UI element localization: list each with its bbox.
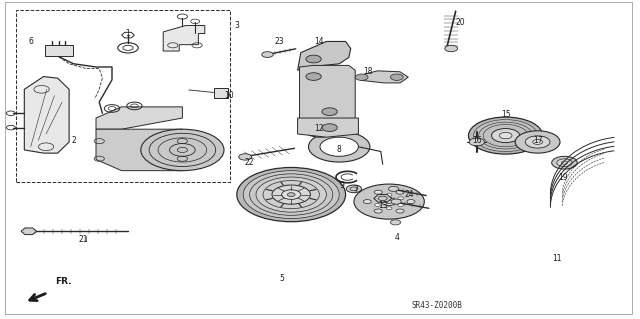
Text: 16: 16 <box>472 137 482 145</box>
Circle shape <box>272 185 310 204</box>
Circle shape <box>375 197 380 200</box>
Text: FR.: FR. <box>56 277 72 286</box>
Circle shape <box>304 121 336 137</box>
Text: 6: 6 <box>28 37 33 46</box>
Circle shape <box>499 132 512 139</box>
Text: 4: 4 <box>394 233 399 242</box>
Circle shape <box>391 199 401 204</box>
Polygon shape <box>298 41 351 70</box>
Text: 9: 9 <box>339 181 344 189</box>
Circle shape <box>525 136 550 148</box>
Circle shape <box>398 204 403 206</box>
Text: 13: 13 <box>378 201 388 210</box>
Circle shape <box>387 194 392 196</box>
Circle shape <box>396 190 404 194</box>
Circle shape <box>479 122 532 149</box>
Circle shape <box>483 124 528 147</box>
Circle shape <box>557 159 572 167</box>
Circle shape <box>308 131 370 162</box>
Circle shape <box>355 74 368 80</box>
Circle shape <box>398 197 403 200</box>
Circle shape <box>250 174 333 215</box>
Circle shape <box>374 209 382 213</box>
Circle shape <box>374 190 382 194</box>
Text: 1: 1 <box>125 29 131 38</box>
Circle shape <box>390 74 403 80</box>
Text: 17: 17 <box>532 137 543 145</box>
Circle shape <box>387 207 392 210</box>
Polygon shape <box>355 71 408 83</box>
Bar <box>214 88 228 98</box>
Circle shape <box>515 131 560 153</box>
Circle shape <box>262 52 273 57</box>
Circle shape <box>287 193 295 197</box>
Polygon shape <box>24 77 69 153</box>
Text: 19: 19 <box>558 173 568 182</box>
Circle shape <box>346 185 362 193</box>
Circle shape <box>552 156 577 169</box>
Circle shape <box>364 200 371 204</box>
Polygon shape <box>298 118 358 137</box>
Bar <box>16 10 230 182</box>
Circle shape <box>445 45 458 52</box>
Circle shape <box>239 154 252 160</box>
Circle shape <box>256 177 326 212</box>
Text: 8: 8 <box>337 145 342 154</box>
Polygon shape <box>21 228 36 234</box>
Circle shape <box>263 181 319 209</box>
Polygon shape <box>300 65 355 123</box>
Circle shape <box>474 120 538 152</box>
Text: 10: 10 <box>224 91 234 100</box>
Text: 24: 24 <box>404 190 415 199</box>
Circle shape <box>312 125 328 133</box>
Circle shape <box>469 138 484 146</box>
Circle shape <box>322 124 337 131</box>
Circle shape <box>237 167 346 222</box>
Polygon shape <box>96 107 182 129</box>
Text: 23: 23 <box>275 37 285 46</box>
Circle shape <box>306 73 321 80</box>
Circle shape <box>375 204 380 206</box>
Text: 2: 2 <box>71 136 76 145</box>
Text: 18: 18 <box>364 67 372 76</box>
Text: SR43-Z0200B: SR43-Z0200B <box>412 301 463 310</box>
Circle shape <box>354 184 424 219</box>
Text: 21: 21 <box>79 235 88 244</box>
Circle shape <box>396 209 404 213</box>
Circle shape <box>407 200 415 204</box>
Polygon shape <box>96 129 182 171</box>
Circle shape <box>381 198 397 205</box>
Circle shape <box>492 129 520 143</box>
Circle shape <box>390 220 401 225</box>
Polygon shape <box>163 26 205 51</box>
Circle shape <box>388 186 399 191</box>
Text: 14: 14 <box>314 37 324 46</box>
Circle shape <box>243 171 339 219</box>
Polygon shape <box>374 195 392 202</box>
Text: 22: 22 <box>245 158 254 167</box>
Text: 15: 15 <box>500 110 511 119</box>
Circle shape <box>306 55 321 63</box>
Circle shape <box>141 129 224 171</box>
Text: 5: 5 <box>279 274 284 283</box>
Text: 11: 11 <box>552 254 561 263</box>
Circle shape <box>320 137 358 156</box>
Text: 3: 3 <box>234 21 239 30</box>
Circle shape <box>282 190 301 199</box>
Bar <box>45 45 73 56</box>
Text: 7: 7 <box>353 185 358 194</box>
Circle shape <box>322 108 337 115</box>
Circle shape <box>468 117 543 154</box>
Text: 20: 20 <box>456 18 466 27</box>
Text: 12: 12 <box>314 124 323 133</box>
Circle shape <box>532 139 543 145</box>
